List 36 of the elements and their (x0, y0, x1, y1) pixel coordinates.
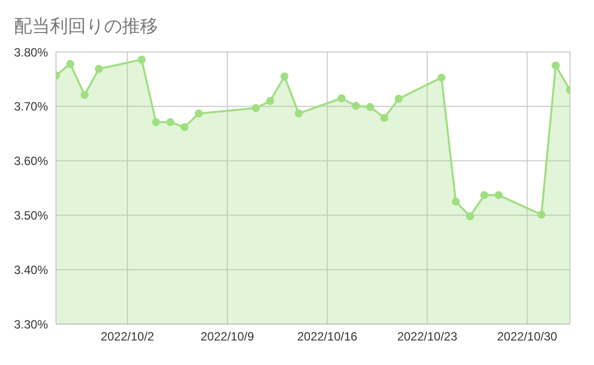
point (366, 102, 374, 111)
point (280, 72, 288, 80)
point (138, 56, 146, 64)
point (180, 123, 188, 132)
point (494, 191, 503, 200)
point (194, 109, 203, 118)
chart-title: 配当利回りの推移 (13, 15, 159, 38)
point (294, 109, 303, 118)
y-tick-label: 3.30% (14, 317, 48, 332)
point (537, 210, 546, 219)
point (266, 96, 274, 105)
point (166, 118, 174, 126)
point (466, 212, 474, 220)
y-tick-label: 3.70% (14, 100, 48, 114)
y-tick-label: 3.60% (14, 154, 48, 168)
x-tick-label: 2022/10/23 (397, 330, 458, 344)
point (480, 191, 488, 200)
point (452, 198, 460, 206)
point (380, 114, 388, 122)
point (152, 118, 160, 126)
point (394, 94, 403, 103)
point (438, 74, 446, 82)
point (94, 64, 103, 73)
x-tick-label: 2022/10/9 (200, 330, 254, 344)
x-tick-label: 2022/10/2 (100, 330, 154, 344)
x-tick-label: 2022/10/16 (297, 330, 358, 344)
x-tick-label: 2022/10/30 (497, 330, 558, 344)
y-tick-label: 3.80% (14, 45, 48, 60)
point (552, 62, 560, 70)
point (252, 104, 260, 112)
point (80, 90, 89, 99)
point (352, 102, 360, 110)
y-tick-label: 3.40% (14, 262, 48, 277)
point (338, 94, 346, 102)
point (66, 60, 74, 68)
y-tick-label: 3.50% (14, 208, 48, 222)
